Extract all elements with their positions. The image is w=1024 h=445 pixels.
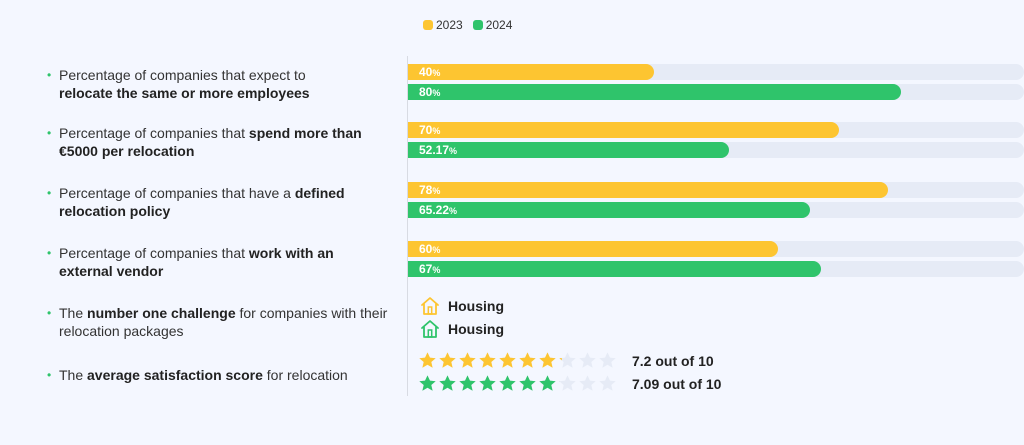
challenge-label-2023: Housing xyxy=(448,298,504,314)
row-label-policy: • Percentage of companies that have a de… xyxy=(47,184,395,220)
row-label-plain: Percentage of companies that expect to xyxy=(59,67,306,83)
bar-value-unit: % xyxy=(432,265,441,275)
star-rating-2024 xyxy=(418,374,617,393)
bar-value-label: 65.22% xyxy=(419,202,457,218)
bar-value-label: 80% xyxy=(419,84,440,100)
bullet-icon: • xyxy=(47,126,52,140)
row-label-vendor: • Percentage of companies that work with… xyxy=(47,244,395,280)
bar-value-label: 70% xyxy=(419,122,440,138)
row-label-pre: The xyxy=(59,305,84,321)
star-icon xyxy=(519,352,536,368)
bar-2023-2 xyxy=(408,182,888,198)
star-icon xyxy=(579,375,596,391)
bar-2023-3 xyxy=(408,241,778,257)
row-label-relocate: • Percentage of companies that expect to… xyxy=(47,66,395,102)
star-icon xyxy=(599,352,616,368)
bar-2023-0 xyxy=(408,64,654,80)
bar-value-label: 40% xyxy=(419,64,440,80)
legend-swatch-2023 xyxy=(423,20,433,30)
challenge-2024: Housing xyxy=(420,319,504,339)
bar-value-unit: % xyxy=(432,88,441,98)
bar-value-unit: % xyxy=(432,68,441,78)
legend-swatch-2024 xyxy=(472,20,483,30)
row-label-spend: • Percentage of companies that spend mor… xyxy=(47,124,395,160)
satisfaction-score-2024: 7.09 out of 10 xyxy=(632,375,722,392)
bar-2023-1 xyxy=(408,122,839,138)
row-label-post: for relocation xyxy=(266,367,348,383)
star-icon xyxy=(479,375,496,391)
legend-label-2024: 2024 xyxy=(485,18,513,32)
star-icon xyxy=(499,352,516,368)
bar-2024-0 xyxy=(408,84,901,100)
challenge-2023: Housing xyxy=(420,296,504,316)
star-icon xyxy=(519,375,536,391)
satisfaction-2024: 7.09 out of 10 xyxy=(418,374,721,393)
bar-value-label: 52.17% xyxy=(419,142,457,158)
bar-value-label: 60% xyxy=(419,241,440,257)
bar-value-label: 78% xyxy=(419,182,440,198)
row-label-post: for companies with their relocation pack… xyxy=(59,305,388,339)
bar-value-unit: % xyxy=(432,126,441,136)
bullet-icon: • xyxy=(47,186,52,200)
row-label-pre: The xyxy=(59,367,84,383)
star-icon xyxy=(539,375,556,391)
bar-value-number: 78 xyxy=(419,183,433,197)
star-icon xyxy=(419,375,436,391)
house-icon xyxy=(421,297,439,315)
bar-value-unit: % xyxy=(432,186,441,196)
bar-value-unit: % xyxy=(449,146,458,156)
star-icon xyxy=(559,375,576,391)
bullet-icon: • xyxy=(47,306,52,320)
row-label-bold: number one challenge xyxy=(87,305,236,321)
satisfaction-2023: 7.2 out of 10 xyxy=(418,351,714,370)
bar-value-number: 65.22 xyxy=(419,203,450,217)
bar-value-number: 67 xyxy=(419,262,433,276)
legend-label-2023: 2023 xyxy=(436,18,463,32)
bar-value-number: 40 xyxy=(419,65,433,79)
star-icon xyxy=(459,352,476,368)
star-icon xyxy=(599,375,616,391)
bar-value-unit: % xyxy=(449,206,458,216)
legend-item-2023: 2023 xyxy=(423,18,463,32)
row-label-satisfaction: • The average satisfaction score for rel… xyxy=(47,366,395,384)
row-label-bold: spend more than €5000 per relocation xyxy=(59,125,362,159)
star-icon xyxy=(499,375,516,391)
bar-2024-1 xyxy=(408,142,729,158)
row-label-bold: defined relocation policy xyxy=(59,185,345,219)
bar-2024-3 xyxy=(408,261,821,277)
row-label-bold: relocate the same or more employees xyxy=(59,85,310,101)
star-icon xyxy=(439,352,456,368)
legend-item-2024: 2024 xyxy=(472,18,513,32)
bullet-icon: • xyxy=(47,368,52,382)
bar-value-number: 80 xyxy=(419,85,433,99)
row-label-bold: average satisfaction score xyxy=(87,367,263,383)
satisfaction-score-2023: 7.2 out of 10 xyxy=(632,352,714,369)
row-label-plain: Percentage of companies that have a xyxy=(59,185,291,201)
bullet-icon: • xyxy=(47,68,52,82)
row-label-bold: work with an external vendor xyxy=(59,245,334,279)
star-icon xyxy=(479,352,496,368)
star-rating-2023 xyxy=(418,351,617,370)
challenge-label-2024: Housing xyxy=(448,321,504,337)
row-label-challenge: • The number one challenge for companies… xyxy=(47,304,395,340)
row-label-plain: Percentage of companies that xyxy=(59,245,246,261)
chart-legend: 2023 2024 xyxy=(423,18,512,32)
star-icon xyxy=(419,352,436,368)
bar-value-number: 52.17 xyxy=(419,143,450,157)
row-label-plain: Percentage of companies that xyxy=(59,125,246,141)
house-icon xyxy=(421,320,439,338)
star-icon xyxy=(559,352,576,368)
bar-value-number: 70 xyxy=(419,123,433,137)
chart-divider xyxy=(407,56,408,396)
bar-value-unit: % xyxy=(432,245,441,255)
star-icon xyxy=(439,375,456,391)
bullet-icon: • xyxy=(47,246,52,260)
bar-value-number: 60 xyxy=(419,242,433,256)
star-icon xyxy=(539,352,556,368)
bar-2024-2 xyxy=(408,202,810,218)
star-icon xyxy=(459,375,476,391)
bar-value-label: 67% xyxy=(419,261,440,277)
star-icon xyxy=(579,352,596,368)
